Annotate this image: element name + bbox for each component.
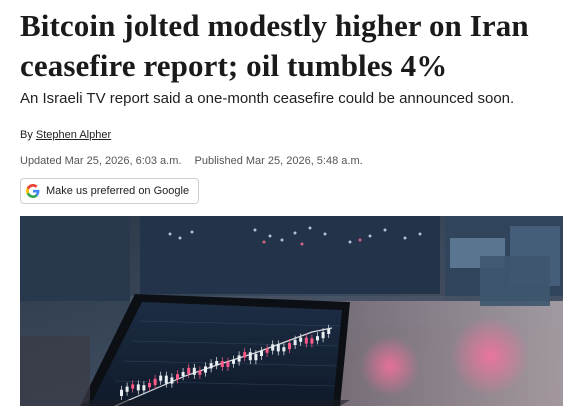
author-link[interactable]: Stephen Alpher: [35, 129, 112, 141]
candle-body: [304, 337, 308, 344]
article-headline: Bitcoin jolted modestly higher on Iran c…: [20, 8, 529, 83]
preferred-button-label: Make us preferred on Google: [46, 185, 190, 197]
candle-body: [276, 344, 280, 352]
candle-body: [153, 378, 157, 385]
candle-body: [192, 367, 196, 375]
candle-body: [170, 377, 174, 384]
candle-body: [209, 363, 213, 369]
candle-body: [327, 328, 331, 334]
byline: By Stephen Alpher: [20, 129, 111, 141]
candle-body: [243, 352, 247, 358]
candle-body: [187, 367, 191, 374]
updated-timestamp: Updated Mar 25, 2026, 6:03 a.m.: [20, 155, 182, 167]
candle-body: [198, 370, 202, 375]
candle-body: [131, 384, 135, 389]
candle-body: [125, 386, 129, 392]
candle-body: [288, 343, 291, 350]
candle-body: [282, 347, 286, 352]
candle-body: [248, 352, 252, 361]
published-timestamp: Published Mar 25, 2026, 5:48 a.m.: [194, 155, 363, 167]
article-dates: Updated Mar 25, 2026, 6:03 a.m. Publishe…: [20, 155, 373, 167]
candle-body: [316, 336, 319, 341]
candle-body: [271, 344, 275, 351]
candle-body: [120, 389, 123, 396]
google-g-icon: [26, 184, 40, 198]
candle-body: [159, 375, 163, 381]
candle-body: [204, 366, 207, 373]
candle-body: [142, 385, 146, 391]
candle-body: [176, 374, 179, 380]
candle-body: [220, 361, 224, 367]
candle-body: [321, 332, 325, 339]
candle-body: [260, 350, 263, 356]
candle-body: [164, 375, 168, 384]
candle-body: [310, 338, 314, 344]
candle-body: [148, 383, 151, 388]
candle-body: [299, 337, 303, 342]
candle-body: [265, 348, 269, 353]
candle-body: [181, 372, 185, 377]
candle-body: [254, 354, 258, 361]
candle-body: [232, 359, 235, 364]
preferred-source-button[interactable]: Make us preferred on Google: [20, 178, 200, 204]
byline-prefix: By: [20, 129, 33, 141]
hero-photo-laptop-chart: [20, 216, 563, 406]
article-subheadline: An Israeli TV report said a one-month ce…: [20, 90, 515, 107]
candle-body: [293, 339, 297, 345]
candle-body: [136, 384, 140, 391]
candle-body: [226, 361, 230, 367]
candle-body: [215, 361, 219, 366]
hero-image: [20, 216, 563, 406]
candle-body: [237, 355, 241, 362]
